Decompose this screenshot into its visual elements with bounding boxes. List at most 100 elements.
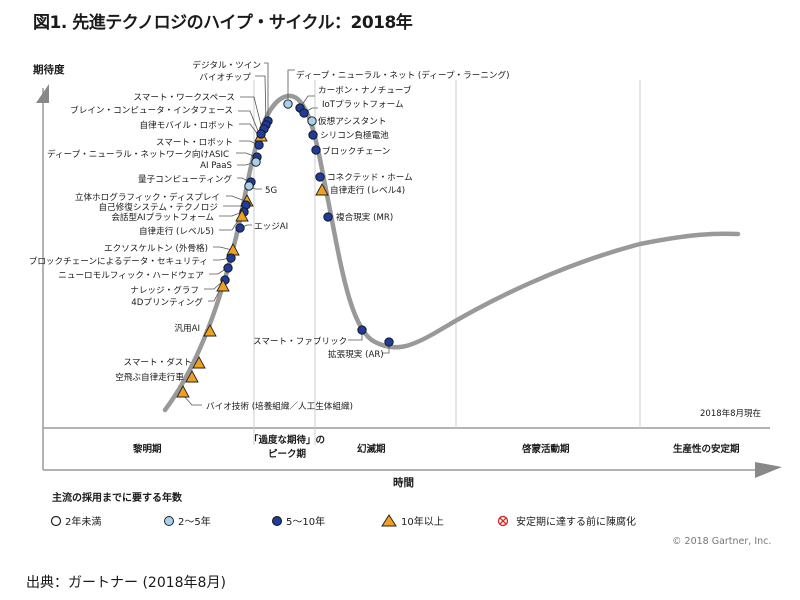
- as-of-label: 2018年8月現在: [700, 408, 761, 419]
- technology-label: 自律モバイル・ロボット: [139, 119, 234, 131]
- marker-triangle: [176, 385, 190, 398]
- technology-label: ブロックチェーン: [322, 145, 390, 157]
- technology-label: ニューロモルフィック・ハードウェア: [58, 270, 204, 281]
- legend-icon-obsolete: [497, 515, 509, 527]
- marker-triangle: [216, 279, 230, 292]
- technology-label: ディープ・ニューラル・ネットワーク向けASIC: [47, 148, 229, 160]
- marker-triangle: [315, 183, 329, 196]
- marker-circle: [384, 337, 394, 347]
- technology-label: ブロックチェーンによるデータ・セキュリティ: [29, 255, 208, 267]
- technology-label: バイオチップ: [199, 72, 251, 83]
- marker-circle: [323, 212, 333, 222]
- technology-label: スマート・ロボット: [156, 137, 233, 148]
- technology-label: IoTプラットフォーム: [322, 99, 404, 110]
- technology-label: 5G: [265, 186, 277, 196]
- marker-circle: [315, 172, 325, 182]
- phase-label-trough: 幻滅期: [357, 443, 386, 455]
- legend-label-obsolete: 安定期に達する前に陳腐化: [516, 515, 636, 528]
- marker-circle: [308, 130, 318, 140]
- technology-label: スマート・ファブリック: [253, 335, 347, 347]
- technology-label: バイオ技術 (培養組織／人工生体組織): [206, 400, 353, 412]
- marker-circle: [307, 116, 317, 126]
- marker-circle: [226, 253, 236, 263]
- legend-icon-gt10: [381, 514, 397, 527]
- y-axis-arrow-icon: [36, 84, 49, 103]
- leader-line: [226, 195, 246, 202]
- leader-line: [287, 69, 295, 99]
- x-axis-label: 時間: [393, 476, 414, 489]
- marker-circle: [235, 223, 245, 233]
- marker-triangle: [192, 356, 206, 369]
- leader-line: [182, 394, 202, 406]
- marker-circle: [254, 140, 264, 150]
- technology-label: 立体ホログラフィック・ディスプレイ: [75, 191, 220, 203]
- technology-label: 空飛ぶ自律走行車: [115, 371, 184, 383]
- leader-line: [238, 110, 261, 137]
- technology-label: ディープ・ニューラル・ネット (ディープ・ラーニング): [296, 69, 509, 81]
- technology-label: デジタル・ツイン: [192, 59, 261, 71]
- technology-label: スマート・ワークスペース: [133, 92, 235, 103]
- technology-label: 量子コンピューティング: [138, 173, 232, 185]
- technology-markers: [176, 99, 394, 398]
- technology-label: 会話型AIプラットフォーム: [111, 211, 214, 223]
- technology-label: 仮想アシスタント: [318, 115, 386, 127]
- technology-label: 自律走行 (レベル4): [330, 184, 405, 196]
- legend-label-gt10: 10年以上: [401, 515, 444, 528]
- legend-icon-5to10: [272, 516, 282, 526]
- technology-label: シリコン負極電池: [320, 129, 389, 141]
- phase-label-peak-2: ピーク期: [268, 448, 306, 460]
- phase-label-plateau: 生産性の安定期: [673, 443, 740, 455]
- technology-labels: ディープ・ニューラル・ネット (ディープ・ラーニング) カーボン・ナノチューブ Io…: [29, 59, 510, 412]
- marker-triangle: [185, 370, 199, 383]
- leader-line: [204, 279, 225, 290]
- marker-triangle: [235, 209, 249, 222]
- technology-label: 汎用AI: [174, 323, 200, 334]
- marker-triangle: [203, 324, 217, 337]
- x-axis-arrow-icon: [755, 462, 782, 478]
- technology-label: エッジAI: [254, 222, 288, 232]
- technology-label: 自律走行 (レベル5): [139, 225, 214, 237]
- legend-label-2to5: 2〜5年: [178, 515, 211, 528]
- legend-icon-lt2: [50, 515, 62, 527]
- phase-label-trigger: 黎明期: [132, 443, 162, 455]
- technology-label: ナレッジ・グラフ: [130, 284, 199, 296]
- marker-circle: [357, 325, 367, 335]
- marker-circle: [299, 108, 309, 118]
- legend-title: 主流の採用までに要する年数: [52, 491, 183, 504]
- phase-label-peak-1: 「過度な期待」の: [249, 434, 325, 446]
- marker-circle: [244, 181, 254, 191]
- leader-line: [255, 75, 267, 126]
- marker-circle: [223, 263, 233, 273]
- chart-frame: [36, 80, 782, 478]
- y-axis-label: 期待度: [33, 63, 65, 76]
- leader-line: [239, 123, 260, 137]
- legend-label-lt2: 2年未満: [65, 515, 101, 528]
- technology-label: ブレイン・コンピュータ・インタフェース: [70, 104, 233, 116]
- hype-curve: [162, 93, 741, 413]
- marker-circle: [251, 157, 261, 167]
- marker-circle: [256, 129, 266, 139]
- legend: 主流の採用までに要する年数 2年未満 2〜5年 5〜10年 10年以上 安定期に…: [50, 491, 636, 528]
- leader-line: [264, 62, 269, 121]
- technology-label: エクソスケルトン (外骨格): [104, 242, 208, 254]
- legend-label-5to10: 5〜10年: [286, 515, 325, 528]
- technology-label: スマート・ダスト: [124, 356, 193, 368]
- leader-line: [240, 96, 263, 130]
- figure-title: 図1. 先進テクノロジのハイプ・サイクル：2018年: [33, 13, 413, 33]
- copyright: © 2018 Gartner, Inc.: [672, 536, 771, 547]
- technology-label: 拡張現実 (AR): [328, 348, 384, 360]
- technology-label: コネクテッド・ホーム: [327, 172, 413, 183]
- source-note: 出典：ガートナー (2018年8月): [26, 575, 226, 591]
- technology-label: 複合現実 (MR): [336, 211, 393, 223]
- technology-label: カーボン・ナノチューブ: [318, 84, 412, 96]
- technology-label: AI PaaS: [200, 161, 232, 171]
- leader-line: [299, 95, 315, 109]
- legend-icon-2to5: [164, 516, 174, 526]
- leader-line: [213, 246, 233, 251]
- marker-circle: [283, 99, 293, 109]
- technology-label: 自己修復システム・テクノロジ: [98, 201, 218, 213]
- marker-circle: [311, 145, 321, 155]
- phase-label-slope: 啓蒙活動期: [522, 443, 570, 455]
- leader-line: [219, 211, 243, 217]
- technology-label: 4Dプリンティング: [131, 296, 203, 308]
